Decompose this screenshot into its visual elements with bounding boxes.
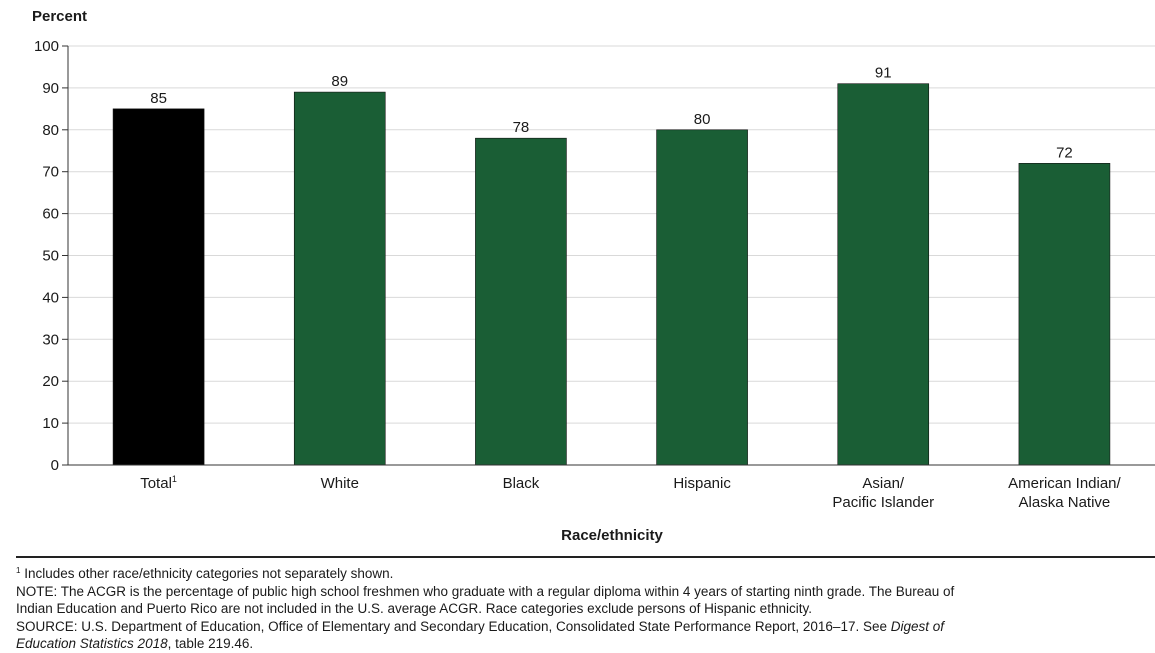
source-digest-title-part2: Education Statistics 2018 [16,636,168,651]
y-tick-label: 40 [42,289,59,306]
y-axis-ticks: 0 10 20 30 40 50 60 70 80 90 100 [34,38,68,474]
note-line-1: NOTE: The ACGR is the percentage of publ… [16,583,955,599]
bar [1018,163,1111,466]
footnote-mark: 1 [16,566,21,575]
y-tick-label: 70 [42,164,59,181]
y-tick-label: 20 [42,373,59,390]
bar [837,83,930,466]
x-axis-label: Race/ethnicity [561,527,663,544]
footnote-text: Includes other race/ethnicity categories… [24,566,394,581]
y-tick-label: 100 [34,38,59,55]
x-tick-label: Black [503,475,540,492]
x-tick-label: Alaska Native [1019,494,1111,511]
source-line-2: Education Statistics 2018, table 219.46. [16,635,1155,653]
bar-value-label: 78 [513,119,530,136]
source-digest-title-part1: Digest of [890,618,945,634]
gridlines [68,45,1155,424]
bar [656,129,748,466]
y-tick-label: 0 [51,457,59,474]
x-tick-footnote-mark: 1 [172,474,177,484]
x-tick-label: Pacific Islander [832,494,934,511]
footnote-1: 1 Includes other race/ethnicity categori… [16,562,1155,583]
source-text: SOURCE: U.S. Department of Education, Of… [16,618,891,634]
bar [475,137,567,466]
bar-chart: Percent 0 10 20 30 40 50 60 70 80 90 100 85 89 78 80 9… [32,8,1155,544]
bar [293,91,386,466]
x-tick-label: Asian/ [862,475,905,492]
y-tick-label: 90 [42,80,59,97]
y-tick-label: 50 [42,248,59,265]
x-tick-label: Total1 [140,474,177,492]
y-tick-label: 30 [42,331,59,348]
bars: 85 89 78 80 91 72 [112,65,1111,466]
x-tick-label: Hispanic [673,475,731,492]
source-line-1: SOURCE: U.S. Department of Education, Of… [16,618,1155,636]
note-line-2: Indian Education and Puerto Rico are not… [16,601,812,616]
x-tick-label: White [321,475,359,492]
bar-value-label: 85 [150,90,167,107]
y-tick-label: 60 [42,206,59,223]
source-table-ref: , table 219.46. [167,636,254,651]
bar-value-label: 89 [331,73,348,90]
y-axis-label: Percent [32,8,87,25]
x-tick-label: American Indian/ [1008,475,1121,492]
x-axis-tick-labels: Total1 White Black Hispanic Asian/Pacific Is… [140,474,1121,511]
bar [112,108,205,466]
bar-value-label: 91 [875,65,892,82]
footnotes: 1 Includes other race/ethnicity categori… [16,556,1155,653]
bar-value-label: 72 [1056,144,1073,161]
y-tick-label: 10 [42,415,59,432]
y-tick-label: 80 [42,122,59,139]
bar-value-label: 80 [694,111,711,128]
